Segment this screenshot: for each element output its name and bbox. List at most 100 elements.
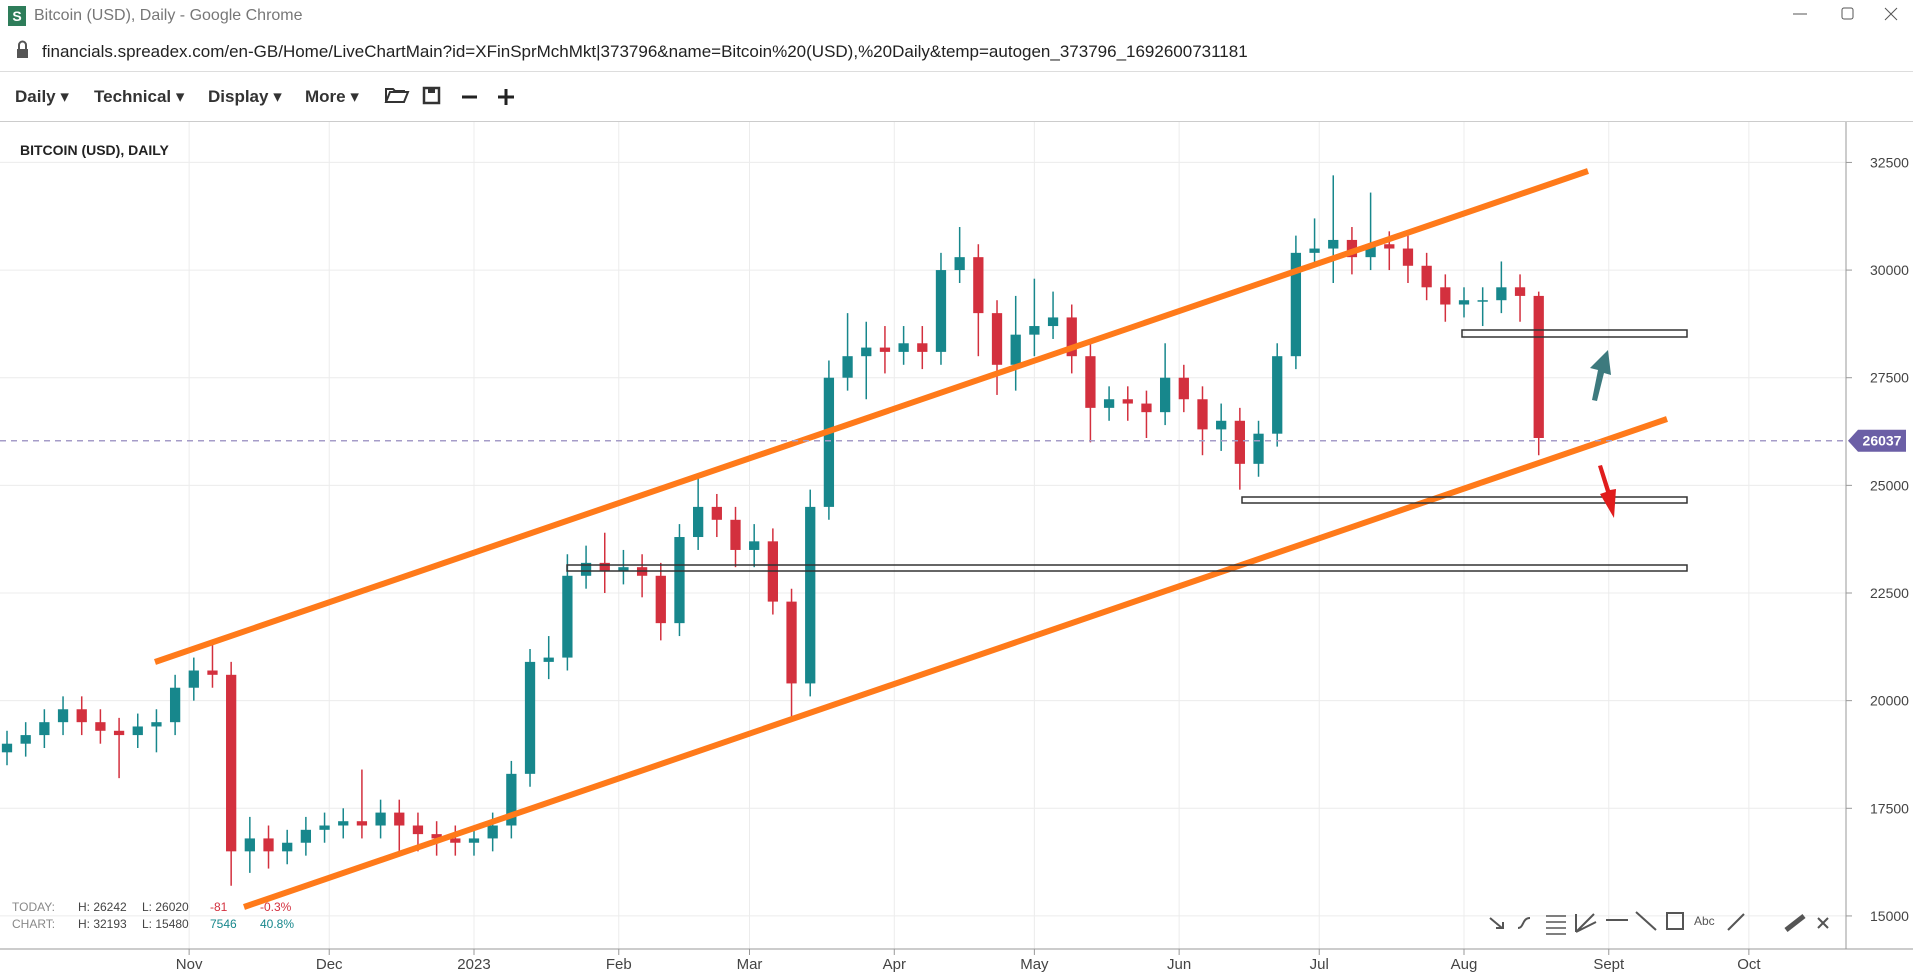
candle-body	[151, 722, 162, 727]
window-controls[interactable]	[1773, 0, 1913, 34]
chart: BITCOIN (USD), DAILY 15000 17500 20000 2250…	[0, 122, 1913, 973]
y-tick-label: 30000	[1870, 262, 1909, 278]
candle-body	[506, 773, 517, 826]
x-tick-label: Mar	[737, 956, 763, 973]
candle-body	[1253, 433, 1264, 464]
candle-body	[1346, 239, 1358, 258]
last-price-tag	[1848, 429, 1906, 452]
y-tick-label: 25000	[1870, 477, 1909, 493]
summary: TODAY: H: 26242 L: 26020 -81 -0.3% CHART…	[12, 900, 294, 931]
candle-body	[356, 821, 368, 826]
y-tick-label: 20000	[1870, 693, 1909, 709]
menu-more[interactable]: More ▾	[305, 87, 359, 106]
menu-label: Display	[208, 87, 269, 106]
candle-body	[282, 842, 293, 852]
menu-display[interactable]: Display ▾	[208, 87, 282, 106]
title-bar: S Bitcoin (USD), Daily - Google Chrome	[0, 0, 1913, 34]
candle-body	[1514, 287, 1526, 296]
candle-body	[338, 821, 349, 826]
candle-body	[749, 541, 760, 550]
candle-body	[1402, 248, 1414, 266]
candle-body	[1010, 334, 1021, 365]
menu-daily[interactable]: Daily ▾	[15, 87, 69, 106]
lock-icon	[17, 40, 28, 58]
summary-label: CHART:	[12, 917, 55, 931]
candle-body	[674, 537, 685, 624]
candle-body	[599, 562, 610, 572]
zone-box	[1241, 496, 1688, 504]
x-tick-label: Dec	[316, 956, 343, 973]
candle-body	[1159, 377, 1171, 413]
zone-box	[566, 564, 1688, 572]
menu-label: More	[305, 87, 346, 106]
candle-body	[487, 825, 498, 839]
x-tick-label: May	[1020, 956, 1049, 973]
candle-body	[524, 661, 536, 774]
menu-label: Technical	[94, 87, 172, 106]
summary-change: 7546	[210, 917, 237, 931]
candle-body	[917, 343, 928, 352]
arrow-up	[1590, 350, 1611, 401]
candle-body	[132, 726, 143, 736]
candle-body	[1290, 252, 1302, 357]
address-bar[interactable]: financials.spreadex.com/en-GB/Home/LiveC…	[0, 34, 1913, 72]
trend-line	[243, 416, 1668, 910]
candle-body	[1533, 295, 1544, 438]
summary-label: TODAY:	[12, 900, 55, 914]
candle-body	[991, 313, 1003, 365]
x-tick-label: Jul	[1310, 956, 1329, 973]
annotations	[154, 168, 1688, 910]
summary-low: L: 26020	[142, 900, 189, 914]
summary-high: H: 32193	[78, 917, 127, 931]
candle-body	[618, 567, 629, 572]
arrow-down	[1598, 465, 1616, 518]
x-tick-label: Jun	[1167, 956, 1191, 973]
candle-body	[1197, 399, 1208, 430]
candle-body	[711, 506, 722, 520]
candle-body	[898, 343, 909, 352]
x-tick-label: Aug	[1451, 956, 1478, 973]
candle-body	[207, 670, 218, 675]
candle-body	[580, 562, 592, 576]
candle-body	[39, 722, 50, 736]
candle-body	[1234, 420, 1245, 464]
candle-body	[226, 674, 237, 852]
candle-body	[823, 377, 835, 507]
candle-body	[76, 709, 87, 723]
candle-body	[431, 834, 442, 839]
candle-body	[879, 347, 891, 352]
x-tick-label: Nov	[176, 956, 203, 973]
y-tick-label: 27500	[1870, 370, 1909, 386]
summary-change: -81	[210, 900, 228, 914]
candle-body	[169, 687, 181, 723]
candle-body	[1103, 399, 1115, 408]
candle-body	[861, 347, 872, 357]
candle-body	[375, 812, 386, 826]
candle-body	[450, 838, 461, 843]
menu-technical[interactable]: Technical ▾	[94, 87, 185, 106]
candle-body	[188, 670, 199, 688]
x-tick-label: Feb	[606, 956, 632, 973]
candle-body	[805, 506, 816, 684]
candle-body	[468, 838, 480, 843]
candle-body	[1272, 356, 1283, 434]
zone-box	[1461, 329, 1688, 338]
summary-high: H: 26242	[78, 900, 127, 914]
candle-body	[562, 575, 573, 658]
candle-body	[1421, 265, 1432, 288]
candle-body	[1122, 399, 1133, 404]
summary-low: L: 15480	[142, 917, 189, 931]
candle-body	[1029, 326, 1040, 335]
candle-body	[57, 709, 69, 723]
candle-body	[319, 825, 330, 830]
svg-text:Abc: Abc	[1694, 914, 1715, 928]
toolbar-icons[interactable]	[380, 71, 540, 121]
candle-body	[954, 257, 965, 271]
candle-body	[543, 657, 554, 662]
candle-body	[730, 519, 741, 550]
candle-body	[935, 270, 947, 352]
drawing-tools[interactable]: Abc	[1489, 911, 1829, 935]
y-tick-label: 17500	[1870, 800, 1909, 816]
candle-body	[244, 838, 255, 852]
